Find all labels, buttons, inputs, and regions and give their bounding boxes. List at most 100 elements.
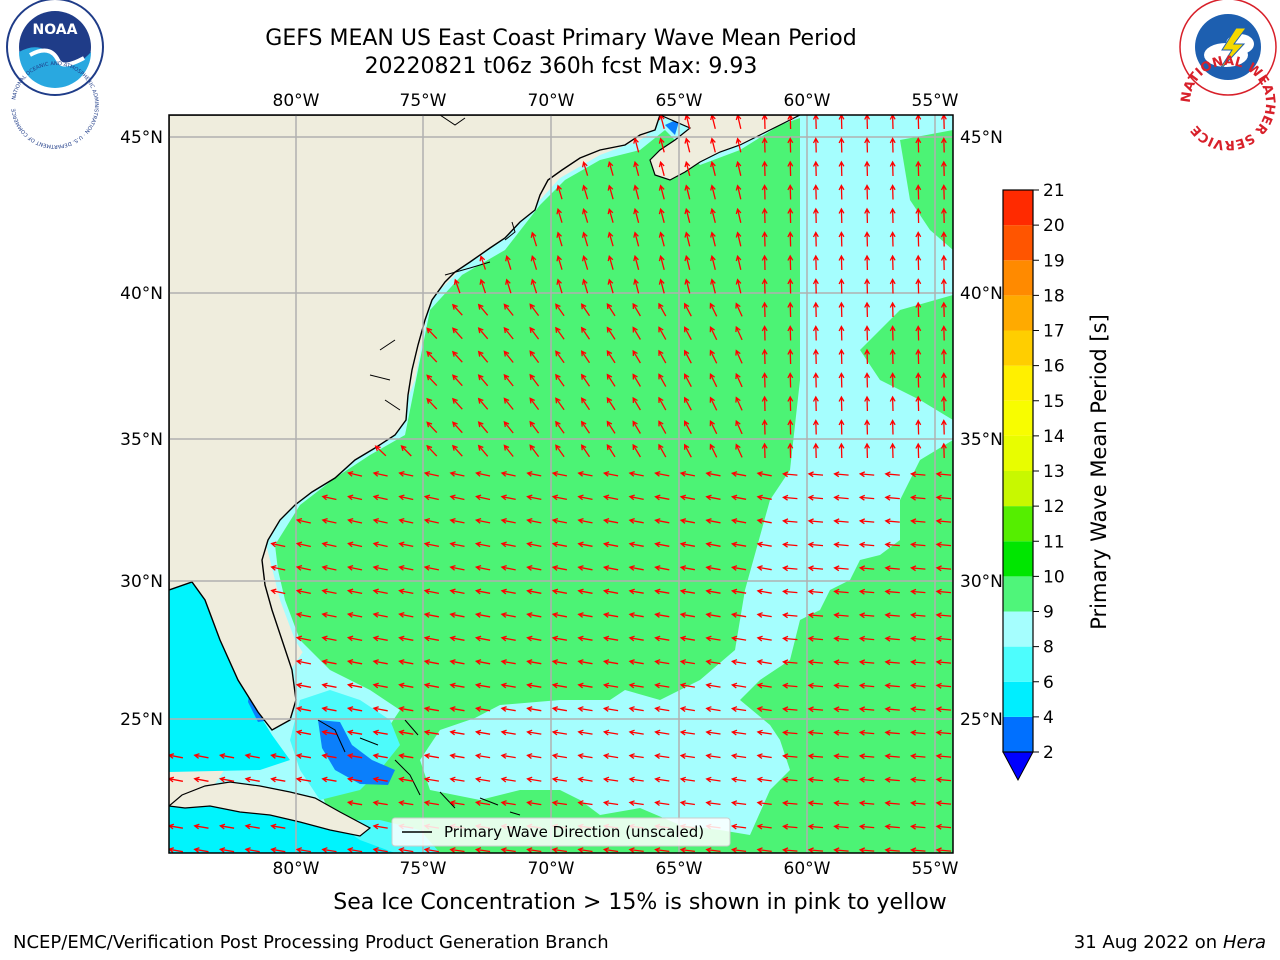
wave-arrow: [295, 847, 312, 853]
wave-arrow: [602, 565, 619, 571]
wave-arrow: [295, 611, 312, 618]
wave-arrow: [321, 776, 337, 783]
lat-tick-left: 35°N: [120, 430, 163, 450]
wave-arrow: [526, 517, 542, 524]
wave-arrow: [500, 635, 516, 642]
wave-arrow: [658, 373, 667, 387]
wave-arrow: [709, 349, 718, 364]
wave-arrow: [577, 494, 593, 501]
wave-arrow: [451, 350, 463, 363]
wave-arrow: [787, 278, 794, 294]
wave-arrow: [756, 471, 772, 477]
wave-arrow: [372, 470, 388, 477]
wave-arrow: [761, 231, 768, 247]
colorbar-segment: [1003, 716, 1033, 752]
wave-arrow: [940, 137, 947, 153]
wave-arrow: [607, 208, 614, 223]
wave-arrow: [423, 847, 440, 853]
wave-arrow: [346, 776, 363, 783]
wave-arrow: [730, 635, 747, 642]
wave-arrow: [684, 302, 692, 317]
wave-arrow: [705, 659, 721, 666]
wave-arrow: [479, 278, 487, 294]
wave-arrow: [730, 588, 747, 595]
wave-arrow: [884, 800, 900, 807]
wave-arrow: [346, 847, 363, 853]
wave-arrow: [658, 349, 667, 364]
wave-arrow: [270, 776, 286, 783]
wave-arrow: [709, 443, 718, 458]
wave-arrow: [500, 659, 516, 665]
wave-arrow: [833, 565, 849, 572]
wave-arrow: [526, 612, 542, 618]
wave-arrow: [270, 847, 286, 853]
wave-arrow: [833, 800, 849, 807]
chart-title: GEFS MEAN US East Coast Primary Wave Mea…: [265, 26, 857, 51]
lat-tick-left: 30°N: [120, 572, 163, 592]
wave-arrow: [477, 421, 489, 434]
lon-tick-top: 80°W: [273, 91, 320, 111]
wave-arrow: [607, 255, 614, 270]
wave-arrow: [526, 659, 542, 665]
legend-label: Primary Wave Direction (unscaled): [444, 823, 704, 841]
wave-arrow: [372, 823, 388, 830]
colorbar-tick-label: 6: [1043, 673, 1054, 693]
wave-arrow: [807, 847, 824, 853]
wave-arrow: [889, 301, 896, 318]
wave-arrow: [812, 348, 819, 365]
wave-arrow: [679, 612, 696, 618]
wave-arrow: [449, 659, 465, 665]
wave-arrow: [858, 659, 875, 666]
lat-tick-right: 25°N: [960, 710, 1003, 730]
lon-tick-top: 65°W: [656, 91, 703, 111]
wave-arrow: [910, 753, 926, 760]
wave-arrow: [807, 776, 824, 783]
wave-arrow: [628, 470, 644, 477]
wave-arrow: [244, 823, 260, 830]
wave-arrow: [884, 729, 900, 736]
wave-arrow: [423, 564, 440, 571]
wave-arrow: [889, 254, 896, 271]
lon-tick-bottom: 70°W: [528, 859, 575, 879]
wave-arrow: [833, 494, 849, 501]
wave-arrow: [910, 823, 926, 830]
wave-arrow: [705, 565, 721, 571]
wave-arrow: [658, 137, 665, 153]
wave-arrow: [628, 494, 644, 501]
wave-arrow: [735, 231, 742, 247]
wave-arrow: [347, 517, 363, 524]
wave-arrow: [787, 231, 794, 247]
wave-arrow: [347, 541, 363, 548]
wave-arrow: [346, 658, 363, 665]
wave-arrow: [449, 494, 465, 501]
wave-arrow: [398, 776, 414, 783]
wave-arrow: [580, 303, 591, 317]
wave-arrow: [889, 231, 896, 247]
wave-arrow: [628, 541, 644, 548]
wave-arrow: [577, 682, 593, 689]
wave-arrow: [526, 682, 542, 689]
wave-arrow: [479, 255, 487, 270]
wave-arrow: [551, 729, 568, 736]
wave-arrow: [838, 419, 845, 435]
wave-arrow: [756, 729, 772, 736]
wave-arrow: [526, 564, 542, 571]
wave-arrow: [735, 160, 742, 176]
wave-arrow: [807, 682, 824, 689]
wave-arrow: [915, 372, 922, 388]
wave-arrow: [347, 564, 363, 571]
colorbar-tick-label: 17: [1043, 322, 1065, 342]
lat-ticks-right: 45°N 40°N 35°N 30°N 25°N: [960, 128, 1003, 730]
wave-arrow: [628, 659, 644, 665]
wave-arrow: [864, 348, 871, 365]
wave-arrow: [705, 729, 721, 736]
wave-arrow: [602, 517, 619, 524]
wave-arrow: [577, 753, 593, 760]
wave-arrow: [940, 207, 947, 224]
wave-arrow: [602, 612, 619, 618]
wave-arrow: [607, 278, 614, 294]
wave-arrow: [654, 659, 670, 665]
colorbar-tick-label: 4: [1043, 708, 1054, 728]
wave-arrow: [346, 753, 363, 759]
wave-arrow: [807, 753, 824, 760]
